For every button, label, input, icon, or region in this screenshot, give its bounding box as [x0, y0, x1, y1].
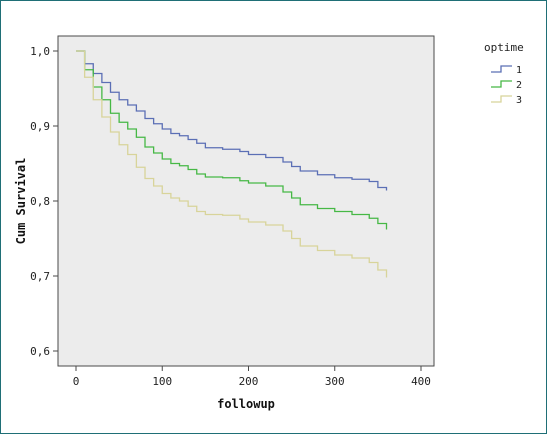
x-tick-label: 300: [325, 375, 345, 388]
x-axis-title: followup: [217, 397, 275, 411]
y-tick-label: 1,0: [30, 45, 50, 58]
y-axis-title: Cum Survival: [14, 158, 28, 245]
y-tick-label: 0,6: [30, 345, 50, 358]
x-tick-label: 200: [239, 375, 259, 388]
legend-label-1: 1: [516, 65, 522, 76]
y-tick-label: 0,9: [30, 120, 50, 133]
legend-label-2: 2: [516, 80, 522, 91]
legend: optime 1 2 3: [484, 41, 524, 106]
plot-area: [57, 35, 435, 367]
x-axis: 0 100 200 300 400: [73, 366, 431, 388]
legend-swatch-2: [491, 80, 512, 88]
y-axis: 0,6 0,7 0,8 0,9 1,0: [30, 45, 58, 358]
y-tick-label: 0,8: [30, 195, 50, 208]
x-tick-label: 100: [152, 375, 172, 388]
series-line-3: [76, 50, 388, 278]
x-tick-label: 400: [411, 375, 431, 388]
legend-swatch-3: [491, 95, 512, 103]
legend-label-3: 3: [516, 95, 522, 106]
series-line-1: [76, 50, 388, 191]
legend-swatch-1: [491, 65, 512, 73]
series-line-2: [76, 50, 388, 230]
y-tick-label: 0,7: [30, 270, 50, 283]
x-tick-label: 0: [73, 375, 80, 388]
series-lines: [76, 50, 388, 278]
legend-title: optime: [484, 41, 524, 54]
